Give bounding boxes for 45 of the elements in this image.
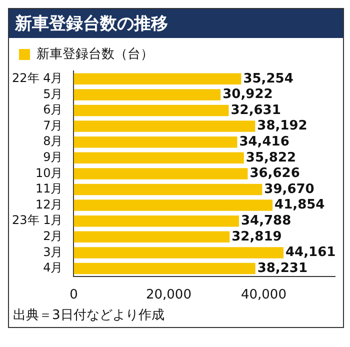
data-label: 32,631: [230, 102, 281, 118]
bar: [74, 231, 230, 243]
data-label: 36,626: [250, 166, 300, 182]
y-tick-label: 6月: [43, 102, 63, 117]
bar: [74, 262, 256, 274]
data-label: 35,254: [243, 71, 294, 86]
y-tick-label: 8月: [43, 134, 63, 148]
x-tick-label: 0: [70, 288, 78, 303]
bar: [74, 89, 221, 100]
bar: [74, 152, 244, 164]
bar: [74, 120, 256, 132]
data-label: 38,192: [257, 118, 308, 134]
data-label: 41,854: [274, 198, 325, 213]
y-tick-label: 23年 1月: [12, 213, 63, 228]
y-tick-label: 10月: [35, 166, 63, 180]
bar: [74, 136, 238, 148]
bar: [74, 104, 229, 116]
bar: [74, 184, 262, 196]
data-label: 39,670: [264, 182, 314, 197]
y-tick-label: 7月: [43, 118, 63, 132]
bar: [74, 247, 284, 258]
bar: [74, 215, 239, 227]
data-label: 32,819: [232, 229, 282, 244]
bar: [74, 73, 242, 85]
y-tick-label: 2月: [43, 229, 63, 244]
data-label: 44,161: [286, 245, 336, 260]
y-tick-label: 11月: [35, 182, 63, 196]
x-tick-label: 40,000: [240, 288, 286, 303]
bar: [74, 200, 273, 211]
bar: [74, 168, 248, 180]
legend-label: 新車登録台数（台）: [36, 46, 154, 62]
y-tick-label: 12月: [35, 197, 63, 212]
y-tick-label: 4月: [43, 260, 63, 275]
y-tick-label: 9月: [43, 150, 63, 164]
data-label: 34,788: [240, 213, 292, 228]
y-tick-label: 5月: [43, 86, 63, 101]
data-label: 34,416: [239, 134, 290, 150]
y-tick-label: 3月: [43, 244, 63, 259]
chart-title: 新車登録台数の推移: [9, 9, 343, 38]
x-tick-label: 20,000: [146, 288, 192, 303]
source-note: 出典＝3日付などより作成: [12, 307, 166, 325]
data-label: 38,231: [257, 260, 308, 276]
data-label: 35,822: [246, 150, 296, 166]
y-tick-label: 22年 4月: [12, 71, 63, 86]
data-label: 30,922: [222, 87, 273, 102]
